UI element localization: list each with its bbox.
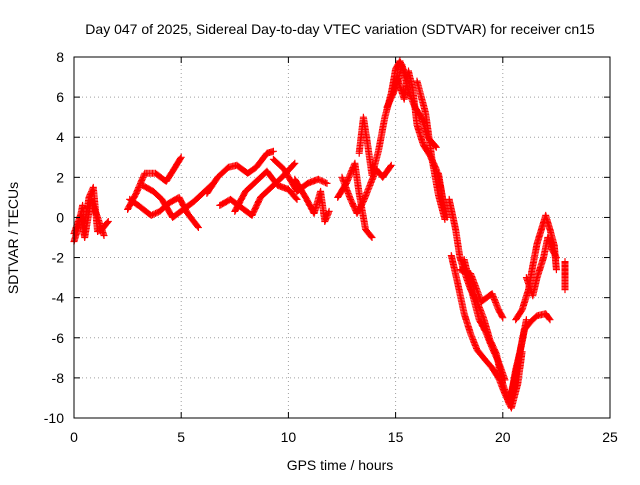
y-axis-label: SDTVAR / TECUs: [5, 182, 21, 294]
x-tick-label: 20: [495, 429, 511, 445]
sdtvar-trace: [460, 256, 509, 384]
x-tick-label: 15: [388, 429, 404, 445]
sdtvar-point-markers: [435, 169, 451, 221]
y-tick-label: 8: [56, 49, 64, 65]
y-tick-label: 6: [56, 89, 64, 105]
plot-frame: [73, 56, 611, 419]
sdtvar-point-markers: [203, 147, 277, 197]
y-tick-label: 4: [56, 129, 64, 145]
sdtvar-trace: [561, 258, 569, 294]
sdtvar-point-markers: [460, 256, 509, 384]
sdtvar-trace: [522, 234, 560, 300]
sdtvar-trace: [203, 147, 277, 197]
x-axis-label: GPS time / hours: [287, 457, 394, 473]
sdtvar-trace: [231, 167, 301, 215]
y-tick-label: 2: [56, 169, 64, 185]
y-tick-label: -2: [52, 250, 65, 266]
sdtvar-point-markers: [231, 167, 301, 215]
data-points: [70, 57, 569, 412]
sdtvar-point-markers: [507, 310, 554, 398]
sdtvar-point-markers: [522, 234, 560, 300]
axis-ticks: 0 5 10 15 20 25 -10 -8 -6 -4 -2 0 2 4 6 8: [44, 49, 618, 445]
y-tick-label: -10: [44, 410, 64, 426]
sdtvar-point-markers: [561, 258, 569, 294]
y-tick-label: 0: [56, 209, 64, 225]
sdtvar-trace: [269, 155, 331, 195]
sdtvar-trace: [507, 310, 554, 398]
chart-title: Day 047 of 2025, Sidereal Day-to-day VTE…: [85, 21, 595, 37]
y-tick-label: -8: [52, 370, 65, 386]
sdtvar-point-markers: [338, 161, 395, 217]
x-tick-label: 0: [70, 429, 78, 445]
x-tick-label: 25: [602, 429, 618, 445]
y-tick-label: -4: [52, 290, 65, 306]
sdtvar-point-markers: [269, 155, 331, 195]
y-tick-label: -6: [52, 330, 65, 346]
x-tick-label: 10: [281, 429, 297, 445]
sdtvar-trace: [338, 161, 395, 217]
sdtvar-trace: [435, 169, 451, 221]
x-tick-label: 5: [177, 429, 185, 445]
